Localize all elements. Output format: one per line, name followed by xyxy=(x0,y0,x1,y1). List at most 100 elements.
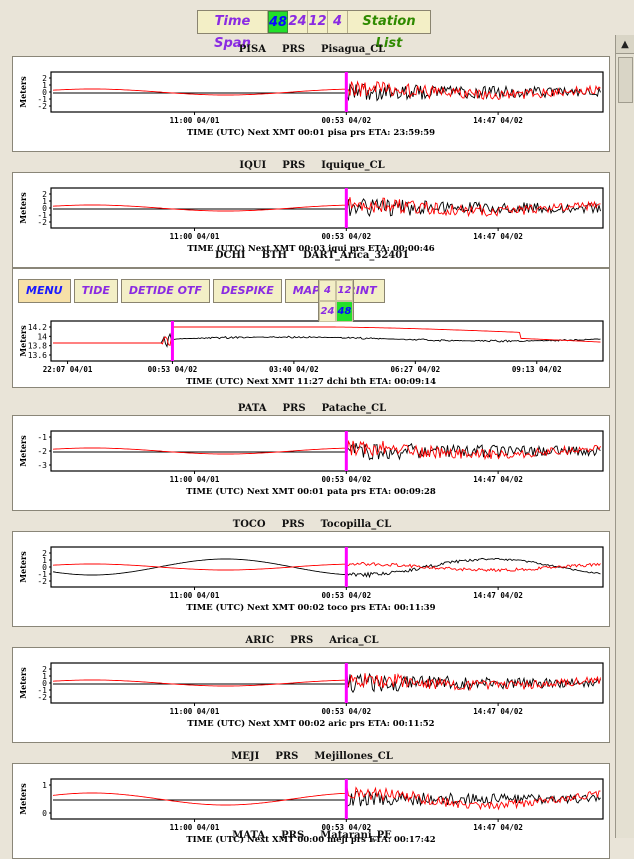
station-kind: PRS xyxy=(281,519,305,530)
x-tick-label: 22:07 04/01 xyxy=(43,365,93,374)
y-tick-label: -2 xyxy=(37,693,47,702)
time-span-48-button[interactable]: 48 xyxy=(268,11,288,33)
station-name: Mejillones_CL xyxy=(314,751,393,762)
station-panel: Meters 14.2 14 13.8 13.6 22:07 04/01 00:53 04/… xyxy=(12,268,610,388)
station-title: TOCO PRS Tocopilla_CL xyxy=(7,519,617,530)
y-tick-label: 0 xyxy=(42,809,47,818)
y-tick-label: -1 xyxy=(37,433,47,442)
time-axis-footer: TIME (UTC) Next XMT 00:03 iqui prs ETA: … xyxy=(187,243,434,254)
y-tick-label: 1 xyxy=(42,556,47,565)
x-tick-label: 00:53 04/02 xyxy=(148,365,198,374)
x-tick-label: 09:13 04/02 xyxy=(512,365,562,374)
tide-plot: Meters 210-1-2 11:00 04/01 00:53 04/02 14:47… xyxy=(18,546,604,613)
station-title: MATA PRS Matarani_PE xyxy=(7,830,617,841)
tide-plot: Meters 210-1-2 11:00 04/01 00:53 04/02 14:47… xyxy=(18,71,604,138)
observed-trace xyxy=(53,672,601,694)
time-span-24-button[interactable]: 24 xyxy=(288,11,308,33)
station-code: MEJI xyxy=(231,751,260,762)
y-axis-label: Meters xyxy=(18,667,28,699)
scrollbar-thumb[interactable] xyxy=(618,57,633,103)
y-tick-label: 13.8 xyxy=(28,342,47,351)
x-tick-label: 00:53 04/02 xyxy=(321,591,371,600)
y-tick-label: -2 xyxy=(37,577,47,586)
plot-frame xyxy=(50,546,604,588)
station-name: Matarani_PE xyxy=(320,830,392,841)
x-tick-label: 00:53 04/02 xyxy=(321,232,371,241)
time-span-4-button[interactable]: 4 xyxy=(328,11,348,33)
x-tick-label: 11:00 04/01 xyxy=(170,823,220,832)
menu-button[interactable]: MENU xyxy=(18,279,71,303)
station-kind: PRS xyxy=(282,403,306,414)
y-tick-label: 13.6 xyxy=(28,351,47,360)
x-tick-label: 06:27 04/02 xyxy=(390,365,440,374)
station-kind: PRS xyxy=(275,751,299,762)
station-code: MATA xyxy=(232,830,266,841)
x-tick-label: 14:47 04/02 xyxy=(473,232,523,241)
x-tick-label: 11:00 04/01 xyxy=(170,232,220,241)
x-tick-label: 14:47 04/02 xyxy=(473,475,523,484)
station-panel: Meters 2 1 0 -1 -2 11:00 04/01 00:53 04/02 14:47… xyxy=(12,531,610,627)
station-title: PATA PRS Patache_CL xyxy=(7,403,617,414)
tide-plot: Meters 210-1-2 11:00 04/01 00:53 04/02 14:47… xyxy=(18,662,604,729)
station-name: Iquique_CL xyxy=(321,160,385,171)
y-tick-label: -3 xyxy=(37,461,47,470)
dart-span-4-button[interactable]: 4 xyxy=(319,280,336,301)
time-axis-footer: TIME (UTC) Next XMT 11:27 dchi bth ETA: … xyxy=(186,376,436,387)
dart-span-48-button[interactable]: 48 xyxy=(336,301,353,322)
station-code: TOCO xyxy=(232,519,266,530)
observed-trace xyxy=(53,442,601,461)
station-title: PISA PRS Pisagua_CL xyxy=(7,44,617,55)
y-tick-label: 1 xyxy=(42,672,47,681)
y-tick-label: 0 xyxy=(42,204,47,213)
observed-trace xyxy=(52,557,601,579)
time-axis-footer: TIME (UTC) Next XMT 00:02 toco prs ETA: … xyxy=(186,602,435,613)
x-tick-label: 11:00 04/01 xyxy=(170,116,220,125)
station-kind: PRS xyxy=(290,635,314,646)
x-tick-label: 00:53 04/02 xyxy=(321,475,371,484)
tide-button[interactable]: TIDE xyxy=(73,279,118,303)
y-axis-label: Meters xyxy=(18,435,28,467)
predicted-trace xyxy=(52,672,601,692)
y-tick-label: -2 xyxy=(37,102,47,111)
y-tick-label: 1 xyxy=(42,81,47,90)
tide-plot: Meters 210-1-2 11:00 04/01 00:53 04/02 14:47… xyxy=(18,187,604,254)
dart-span-12-button[interactable]: 12 xyxy=(336,280,353,301)
station-panel: Meters 2 1 0 -1 -2 11:00 04/01 00:53 04/02 14:47… xyxy=(12,647,610,743)
x-tick-label: 00:53 04/02 xyxy=(321,707,371,716)
station-kind: PRS xyxy=(281,830,305,841)
time-span-12-button[interactable]: 12 xyxy=(308,11,328,33)
x-tick-label: 11:00 04/01 xyxy=(170,475,220,484)
station-title: MEJI PRS Mejillones_CL xyxy=(7,751,617,762)
y-tick-label: 2 xyxy=(42,549,47,558)
y-tick-label: -1 xyxy=(37,686,47,695)
y-tick-label: 0 xyxy=(42,679,47,688)
x-tick-label: 00:53 04/02 xyxy=(321,823,371,832)
x-tick-label: 11:00 04/01 xyxy=(170,591,220,600)
y-axis-label: Meters xyxy=(18,783,28,815)
time-axis-footer: TIME (UTC) Next XMT 00:01 pata prs ETA: … xyxy=(186,486,436,497)
station-name: Patache_CL xyxy=(321,403,387,414)
x-tick-label: 14:47 04/02 xyxy=(473,116,523,125)
predicted-trace xyxy=(52,786,601,811)
y-tick-label: -1 xyxy=(37,95,47,104)
station-title: ARIC PRS Arica_CL xyxy=(7,635,617,646)
station-title: IQUI PRS Iquique_CL xyxy=(7,160,617,171)
time-span-group: Time Span 48 24 12 4 Station List xyxy=(197,10,431,51)
x-tick-label: 14:47 04/02 xyxy=(473,823,523,832)
station-kind: BTH xyxy=(261,250,287,261)
x-tick-label: 03:40 04/02 xyxy=(269,365,319,374)
y-tick-label: -2 xyxy=(37,218,47,227)
y-tick-label: 2 xyxy=(42,190,47,199)
dart-span-24-button[interactable]: 24 xyxy=(319,301,336,322)
y-axis-label: Meters xyxy=(18,76,28,108)
detide-otf-button[interactable]: DETIDE OTF xyxy=(120,279,210,303)
time-span-label: Time Span xyxy=(198,11,268,51)
station-panel: Meters 2 1 0 -1 -2 11:00 04/01 00:53 04/02 14:47… xyxy=(12,172,610,268)
despike-button[interactable]: DESPIKE xyxy=(212,279,282,303)
y-axis-label: Meters xyxy=(18,325,28,357)
station-list-button[interactable]: Station List xyxy=(362,14,416,51)
vertical-scrollbar[interactable]: ▲ xyxy=(615,35,634,838)
scroll-up-arrow-icon[interactable]: ▲ xyxy=(616,35,634,54)
station-panel: Meters -1 -2 -3 11:00 04/01 00:53 04/02 14:47 … xyxy=(12,415,610,511)
